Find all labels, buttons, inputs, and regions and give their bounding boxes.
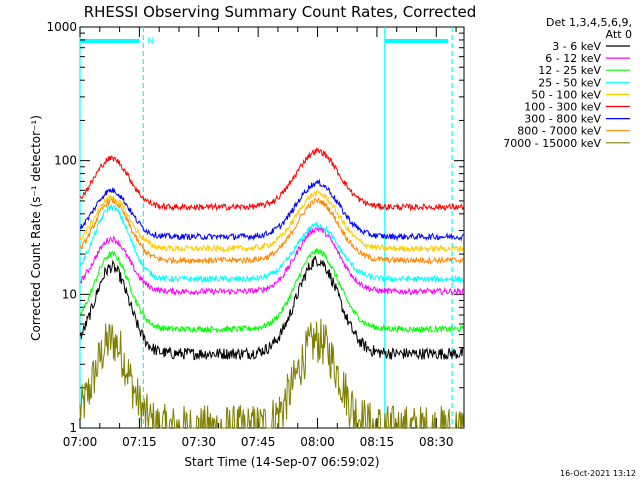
legend-label: 800 - 7000 keV bbox=[517, 125, 601, 138]
series-line bbox=[79, 196, 464, 265]
y-tick-label: 1 bbox=[69, 421, 77, 435]
legend-label: 3 - 6 keV bbox=[552, 40, 601, 53]
legend-label: 100 - 300 keV bbox=[524, 101, 601, 114]
legend-label: 7000 - 15000 keV bbox=[503, 137, 601, 150]
night-marker-label: N bbox=[147, 37, 154, 47]
series-line bbox=[79, 225, 464, 297]
x-tick-label: 07:30 bbox=[181, 435, 216, 449]
footer-timestamp: 16-Oct-2021 13:12 bbox=[560, 469, 636, 478]
legend-header-line-2: Att 0 bbox=[606, 28, 632, 41]
y-tick-label: 100 bbox=[54, 154, 77, 168]
y-tick-label: 10 bbox=[62, 287, 77, 301]
legend-label: 6 - 12 keV bbox=[545, 52, 601, 65]
series-line bbox=[79, 248, 464, 334]
series-line bbox=[79, 204, 464, 285]
series-line bbox=[79, 178, 464, 242]
x-tick-label: 08:30 bbox=[419, 435, 454, 449]
plot-frame bbox=[79, 26, 465, 429]
x-tick-label: 08:00 bbox=[300, 435, 335, 449]
x-tick-label: 07:00 bbox=[63, 435, 98, 449]
series-line bbox=[79, 189, 464, 254]
x-tick-label: 07:15 bbox=[122, 435, 157, 449]
legend-label: 12 - 25 keV bbox=[538, 64, 601, 77]
series-line bbox=[79, 146, 464, 212]
series-line bbox=[79, 255, 464, 361]
legend-label: 50 - 100 keV bbox=[531, 88, 601, 101]
x-axis-label: Start Time (14-Sep-07 06:59:02) bbox=[184, 455, 379, 469]
series-line bbox=[79, 318, 464, 429]
x-tick-label: 07:45 bbox=[241, 435, 276, 449]
legend-header-line-1: Det 1,3,4,5,6,9, bbox=[546, 16, 632, 29]
y-axis-label: Corrected Count Rate (s⁻¹ detector⁻¹) bbox=[29, 115, 43, 341]
legend-label: 300 - 800 keV bbox=[524, 113, 601, 126]
chart-title: RHESSI Observing Summary Count Rates, Co… bbox=[84, 3, 477, 21]
plot-area: N 1 10 100 1000 07:00 07:15 07:30 07:45 08:00 08:1… bbox=[46, 20, 465, 449]
y-tick-label: 1000 bbox=[46, 20, 77, 34]
x-tick-label: 08:15 bbox=[360, 435, 395, 449]
legend-label: 25 - 50 keV bbox=[538, 76, 601, 89]
